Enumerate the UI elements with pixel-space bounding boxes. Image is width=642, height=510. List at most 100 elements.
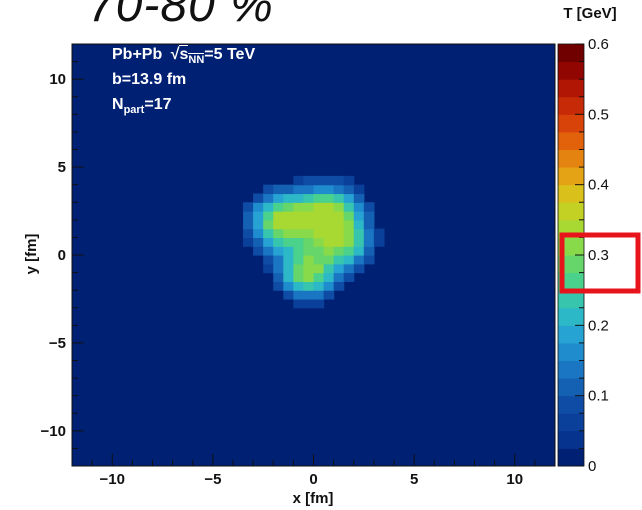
- heatmap-cell: [293, 211, 305, 221]
- heatmap-cell: [363, 228, 375, 239]
- heatmap-cell: [343, 175, 355, 186]
- x-tick-label: 0: [309, 471, 317, 488]
- heatmap-cell: [313, 272, 325, 282]
- heatmap-cell: [333, 255, 345, 265]
- heatmap-cell: [333, 272, 345, 282]
- heatmap-cell: [273, 263, 284, 274]
- heatmap-cell: [323, 184, 335, 195]
- heatmap-cell: [263, 228, 274, 239]
- heatmap-cell: [343, 263, 355, 274]
- heatmap-cell: [303, 228, 315, 239]
- colorbar-title: T [GeV]: [563, 5, 616, 22]
- npart-label: Npart=17: [112, 96, 171, 116]
- heatmap-cell: [303, 219, 315, 230]
- heatmap-cell: [353, 193, 365, 203]
- heatmap-cell: [263, 202, 274, 212]
- y-tick-label: 0: [58, 247, 66, 264]
- sqrt-symbol: √: [170, 46, 180, 63]
- colorbar-segment: [558, 184, 584, 203]
- heatmap-cell: [283, 228, 294, 239]
- colorbar-segment: [558, 325, 584, 344]
- heatmap-cell: [363, 202, 375, 212]
- highlight-box: [559, 232, 641, 294]
- heatmap-cell: [293, 193, 305, 203]
- heatmap-cell: [313, 281, 325, 291]
- y-axis-label: y [fm]: [23, 234, 40, 275]
- heatmap-cell: [353, 228, 365, 239]
- heatmap-cell: [353, 184, 365, 195]
- heatmap-cell: [313, 184, 325, 195]
- heatmap-cell: [243, 237, 254, 247]
- colorbar-segment: [558, 131, 584, 150]
- y-tick-label: −10: [41, 423, 66, 440]
- heatmap-cell: [333, 263, 345, 274]
- x-tick-label: 5: [410, 471, 418, 488]
- colorbar-tick-label: 0: [588, 458, 596, 475]
- heatmap-cell: [303, 237, 315, 247]
- heatmap-cell: [283, 246, 294, 256]
- colorbar-segment: [558, 378, 584, 397]
- heatmap-cell: [313, 246, 325, 256]
- heatmap-cell: [273, 237, 284, 247]
- heatmap-cell: [313, 290, 325, 300]
- x-tick-label: −10: [100, 471, 125, 488]
- heatmap-cell: [303, 290, 315, 300]
- heatmap-cell: [303, 263, 315, 274]
- heatmap-cell: [273, 272, 284, 282]
- s-letter: s: [179, 45, 189, 63]
- colorbar-tick-label: 0.4: [588, 177, 609, 194]
- heatmap-cell: [313, 237, 325, 247]
- heatmap-cell: [243, 211, 254, 221]
- heatmap-cell: [313, 202, 325, 212]
- heatmap-cell: [343, 219, 355, 230]
- heatmap-cell: [273, 281, 284, 291]
- heatmap-cell: [303, 193, 315, 203]
- heatmap-cell: [293, 175, 305, 186]
- x-tick-label: −5: [204, 471, 221, 488]
- heatmap-cell: [353, 246, 365, 256]
- heatmap-cell: [303, 298, 315, 309]
- heatmap-cell: [263, 237, 274, 247]
- heatmap-cell: [313, 228, 325, 239]
- colorbar: 0 0.1 0.2 0.3 0.4 0.5 0.6: [557, 36, 641, 475]
- heatmap-cell: [323, 263, 335, 274]
- heatmap-cell: [333, 193, 345, 203]
- heatmap-cell: [373, 237, 385, 247]
- colorbar-segment: [558, 61, 584, 80]
- heatmap-cell: [363, 237, 375, 247]
- colorbar-tick-label: 0.6: [588, 36, 609, 53]
- colorbar-segment: [558, 360, 584, 379]
- colorbar-segment: [558, 114, 584, 133]
- heatmap-cell: [303, 184, 315, 195]
- heatmap-cell: [343, 272, 355, 282]
- heatmap-cell: [253, 211, 264, 221]
- heatmap-cell: [323, 228, 335, 239]
- heatmap-cell: [313, 255, 325, 265]
- heatmap-cell: [353, 202, 365, 212]
- colorbar-segment: [558, 79, 584, 98]
- x-axis-label: x [fm]: [293, 490, 334, 507]
- heatmap-cell: [253, 237, 264, 247]
- colorbar-segment: [558, 96, 584, 115]
- heatmap-cell: [343, 202, 355, 212]
- heatmap-cell: [353, 219, 365, 230]
- heatmap-cell: [293, 281, 305, 291]
- colorbar-segment: [558, 307, 584, 326]
- colorbar-tick-label: 0.2: [588, 317, 609, 334]
- heatmap-cell: [293, 246, 305, 256]
- heatmap-cell: [243, 228, 254, 239]
- heatmap-cell: [323, 281, 335, 291]
- heatmap-cell: [363, 246, 375, 256]
- heatmap-cell: [313, 219, 325, 230]
- heatmap-cell: [343, 255, 355, 265]
- heatmap-cell: [283, 184, 294, 195]
- heatmap-cell: [353, 263, 365, 274]
- heatmap-cell: [363, 219, 375, 230]
- npart-letter: N: [112, 96, 124, 113]
- colorbar-tick-label: 0.1: [588, 388, 609, 405]
- centrality-headline: 70-80 %: [88, 0, 274, 32]
- colorbar-segment: [558, 202, 584, 221]
- heatmap-cell: [343, 193, 355, 203]
- heatmap-cell: [283, 281, 294, 291]
